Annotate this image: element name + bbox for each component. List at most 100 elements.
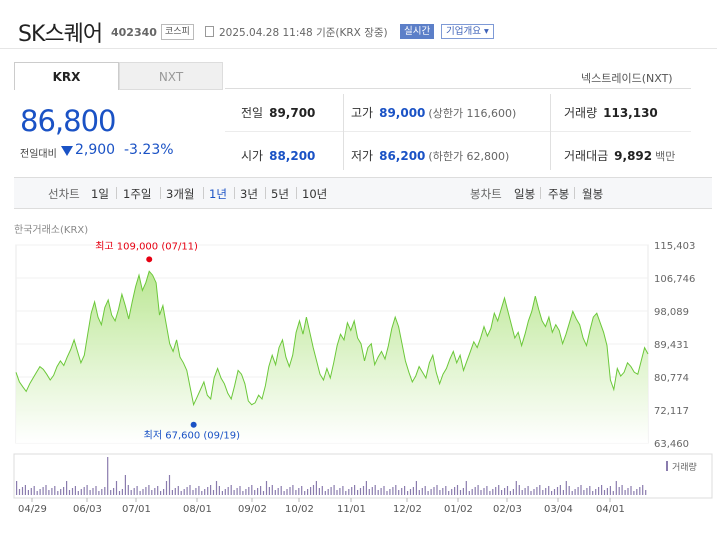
volume-bar <box>407 491 409 495</box>
candle-weekly[interactable]: 주봉 <box>548 187 570 201</box>
volume-bar <box>248 487 250 495</box>
range-separator <box>160 187 161 199</box>
volume-bar <box>286 489 288 495</box>
calendar-icon <box>205 26 214 37</box>
volume-bar <box>51 488 53 495</box>
volume-bar <box>127 485 129 495</box>
tab-nxt[interactable]: NXT <box>119 62 223 90</box>
volume-bar <box>556 487 559 495</box>
volume-bar <box>568 486 570 495</box>
volume-bar <box>157 486 159 495</box>
down-triangle-icon <box>61 146 73 156</box>
volume-bar <box>477 485 479 495</box>
volume-bar <box>389 489 391 495</box>
volume-bar <box>71 488 74 495</box>
change-label: 전일대비 <box>20 149 57 160</box>
volume-bar <box>204 489 206 495</box>
nextrade-link[interactable]: 넥스트레이드(NXT) <box>581 72 673 85</box>
volume-bar <box>398 490 400 495</box>
volume-bar <box>448 491 450 495</box>
volume-bar <box>451 489 453 495</box>
line-chart-label: 선차트 <box>48 187 80 201</box>
volume-bar <box>133 488 135 495</box>
volume-bar <box>16 481 18 495</box>
range-5y[interactable]: 5년 <box>271 187 289 201</box>
volume-bar <box>509 491 511 495</box>
volume-bar <box>580 485 582 495</box>
stat-label: 거래량 <box>564 106 598 120</box>
volume-bar <box>42 487 44 495</box>
range-1d[interactable]: 1일 <box>91 187 109 201</box>
range-separator <box>540 187 541 199</box>
volume-bar <box>113 488 115 495</box>
volume-bar <box>292 485 294 495</box>
tab-krx[interactable]: KRX <box>14 62 119 90</box>
company-overview-button[interactable]: 기업개요 ▾ <box>441 24 494 39</box>
range-toolbar: 선차트 1일 1주일 3개월 1년 3년 5년 10년 봉차트 일봉 주봉 월봉 <box>14 177 712 209</box>
price-area <box>16 271 648 443</box>
stock-name: SK스퀘어 <box>18 22 103 47</box>
volume-bar <box>74 486 76 495</box>
volume-bar <box>595 489 597 495</box>
volume-bar <box>139 491 141 495</box>
volume-bar <box>553 489 556 495</box>
volume-bar <box>230 485 232 495</box>
candle-daily[interactable]: 일봉 <box>514 187 536 201</box>
volume-bar <box>201 491 203 495</box>
volume-bar <box>321 486 323 495</box>
candle-monthly[interactable]: 월봉 <box>582 187 604 201</box>
stat-label: 고가 <box>351 106 374 120</box>
volume-legend-swatch <box>666 461 668 471</box>
volume-bar <box>136 486 138 495</box>
volume-bar <box>530 491 532 495</box>
x-tick-label: 11/01 <box>337 504 366 515</box>
volume-bar <box>21 487 24 495</box>
volume-bar <box>45 485 47 495</box>
change-value: 2,900 <box>75 142 116 158</box>
volume-bar <box>574 489 576 495</box>
realtime-button[interactable]: 실시간 <box>400 24 435 39</box>
range-3y[interactable]: 3년 <box>240 187 258 201</box>
volume-bar <box>195 488 197 495</box>
volume-bar <box>54 486 56 495</box>
stat-value: 113,130 <box>603 106 658 120</box>
volume-bar <box>598 487 600 495</box>
volume-bar <box>118 491 121 495</box>
market-badge: 코스피 <box>161 24 194 40</box>
volume-bar <box>362 486 365 495</box>
stock-header: SK스퀘어 402340 코스피 2025.04.28 11:48 기준(KRX… <box>0 0 717 49</box>
volume-bar <box>183 489 185 495</box>
volume-bar <box>189 485 191 495</box>
range-3m[interactable]: 3개월 <box>166 187 195 201</box>
range-10y[interactable]: 10년 <box>302 187 328 201</box>
volume-bar <box>221 491 223 495</box>
volume-bar <box>233 490 235 495</box>
volume-bar <box>442 488 444 495</box>
volume-bar <box>198 486 200 495</box>
range-1w[interactable]: 1주일 <box>123 187 152 201</box>
range-1y[interactable]: 1년 <box>209 187 227 201</box>
volume-bar <box>224 489 226 495</box>
volume-bar <box>295 490 297 495</box>
volume-bar <box>251 485 253 495</box>
volume-bar <box>642 485 644 495</box>
volume-bar <box>359 488 362 495</box>
max-marker <box>146 256 153 263</box>
volume-bar <box>145 487 147 495</box>
price-line <box>15 270 649 407</box>
x-tick-label: 08/01 <box>183 504 212 515</box>
volume-bar <box>609 486 611 495</box>
volume-bar <box>542 490 544 495</box>
volume-bar <box>101 489 103 495</box>
volume-bar <box>215 481 218 495</box>
volume-bar <box>271 485 273 495</box>
volume-bar <box>465 481 467 495</box>
lower-limit: (하한가 62,800) <box>428 150 510 163</box>
volume-bar <box>18 489 21 495</box>
volume-bar <box>498 485 500 495</box>
range-separator <box>574 187 575 199</box>
volume-bar <box>489 491 491 495</box>
stat-volume: 거래량 113,130 <box>564 104 658 121</box>
volume-bar <box>404 486 406 495</box>
volume-bar <box>154 488 156 495</box>
